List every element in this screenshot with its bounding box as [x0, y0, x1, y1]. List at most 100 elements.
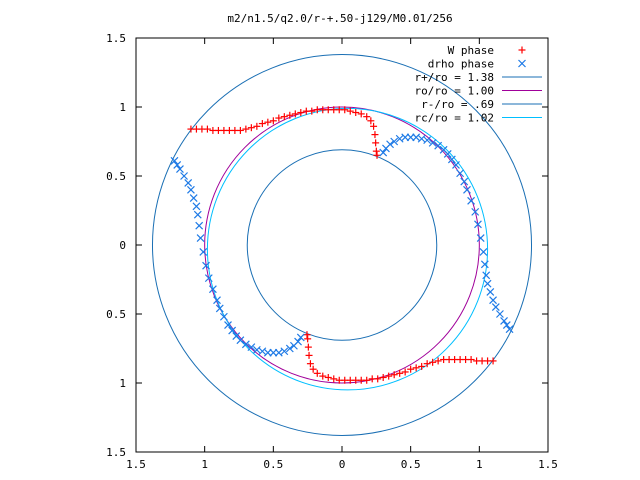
- w-point-32: [363, 113, 371, 121]
- drho-point-50-d2: [219, 312, 228, 321]
- w-point-38: [373, 151, 381, 159]
- w-point-58: [385, 372, 393, 380]
- legend-label-drho: drho phase: [428, 58, 494, 71]
- drho-point-17-d2: [460, 177, 469, 186]
- y-tick-label-5: 1: [119, 377, 126, 390]
- drho-point-62-d2: [187, 185, 195, 194]
- drho-point-44-d2: [247, 343, 256, 352]
- w-point-3: [203, 125, 211, 133]
- drho-point-15-d2: [452, 161, 460, 169]
- w-point-71: [313, 369, 321, 377]
- drho-point-54-d2: [204, 274, 213, 283]
- drho-point-59: [193, 210, 202, 219]
- drho-point-2-d2: [386, 140, 394, 149]
- drho-point-43-d2: [252, 345, 261, 354]
- legend-marker-drho-d2: [518, 59, 526, 68]
- drho-point-28-d2: [489, 296, 497, 305]
- w-point-51: [423, 360, 431, 368]
- drho-point-61: [189, 194, 198, 203]
- drho-point-50: [219, 312, 228, 321]
- drho-point-57-d2: [196, 234, 205, 243]
- drho-point-64: [180, 172, 188, 180]
- drho-point-64-d2: [180, 172, 188, 180]
- w-point-49: [434, 357, 442, 365]
- legend-marker-drho: [518, 59, 526, 68]
- drho-point-32: [502, 321, 511, 329]
- drho-point-15: [452, 161, 460, 169]
- w-point-55: [401, 368, 409, 376]
- drho-point-52-d2: [213, 296, 221, 305]
- drho-point-32-d2: [502, 321, 511, 329]
- drho-point-49: [224, 321, 232, 329]
- w-point-31: [357, 110, 365, 118]
- drho-point-55: [202, 261, 210, 270]
- w-point-59: [379, 373, 387, 381]
- drho-point-61-d2: [189, 194, 198, 203]
- drho-point-49-d2: [224, 321, 232, 329]
- drho-point-11: [434, 141, 443, 150]
- drho-point-25-d2: [482, 271, 491, 280]
- drho-point-65-d2: [176, 165, 184, 174]
- drho-point-58-d2: [195, 221, 204, 230]
- w-point-76: [304, 335, 312, 343]
- drho-point-58: [195, 221, 204, 230]
- w-point-67: [335, 376, 343, 384]
- x-tick-label-3: 0: [339, 458, 346, 471]
- x-tick-label-5: 1: [476, 458, 483, 471]
- x-tick-label-4: 0.5: [401, 458, 421, 471]
- x-tick-label-6: 1.5: [538, 458, 558, 471]
- legend-label-circle-3: ro/ro = 1.00: [415, 85, 494, 98]
- drho-point-48: [228, 326, 237, 335]
- w-point-50: [429, 358, 437, 366]
- drho-point-27-d2: [486, 287, 495, 296]
- drho-point-13-d2: [443, 149, 452, 158]
- w-point-56: [396, 369, 404, 377]
- w-point-18: [286, 111, 294, 119]
- drho-point-66: [173, 161, 182, 169]
- w-point-42: [473, 357, 481, 365]
- y-tick-label-0: 1.5: [106, 32, 126, 45]
- circle-1: [151, 54, 533, 436]
- drho-point-63: [184, 178, 193, 187]
- drho-point-2: [386, 140, 394, 149]
- w-point-34: [370, 122, 378, 130]
- drho-point-62: [187, 185, 195, 194]
- drho-point-19-d2: [467, 196, 476, 205]
- drho-point-10-d2: [428, 138, 437, 147]
- drho-point-11-d2: [434, 141, 443, 150]
- w-point-70: [319, 372, 327, 380]
- drho-point-67-d2: [170, 156, 179, 165]
- w-point-72: [309, 365, 317, 373]
- drho-point-24-d2: [480, 260, 489, 269]
- w-point-74: [305, 351, 313, 359]
- drho-point-25: [482, 271, 491, 280]
- drho-point-36-d2: [290, 341, 298, 350]
- drho-point-9: [423, 136, 432, 145]
- drho-point-63-d2: [184, 178, 193, 187]
- circle-3: [246, 149, 438, 341]
- w-point-53: [412, 364, 420, 372]
- drho-point-23: [479, 247, 488, 256]
- w-point-33: [367, 117, 375, 125]
- drho-point-67: [170, 156, 179, 165]
- drho-point-51: [215, 304, 224, 313]
- x-tick-label-0: 1.5: [126, 458, 146, 471]
- drho-point-3-d2: [390, 137, 399, 146]
- drho-point-43: [252, 345, 261, 354]
- drho-point-17: [460, 177, 469, 186]
- w-point-54: [407, 365, 415, 373]
- drho-point-33: [505, 325, 514, 334]
- drho-point-14: [447, 155, 456, 164]
- drho-point-60-d2: [192, 202, 201, 211]
- drho-point-53-d2: [208, 285, 217, 294]
- drho-point-16-d2: [456, 169, 465, 178]
- w-point-69: [324, 373, 332, 381]
- x-tick-label-1: 1: [201, 458, 208, 471]
- drho-point-13: [443, 149, 452, 158]
- w-point-19: [291, 110, 299, 118]
- y-tick-label-2: 0.5: [106, 170, 126, 183]
- drho-point-55-d2: [202, 261, 210, 270]
- drho-point-44: [247, 343, 256, 352]
- w-point-37: [372, 147, 380, 155]
- drho-point-31: [500, 316, 508, 325]
